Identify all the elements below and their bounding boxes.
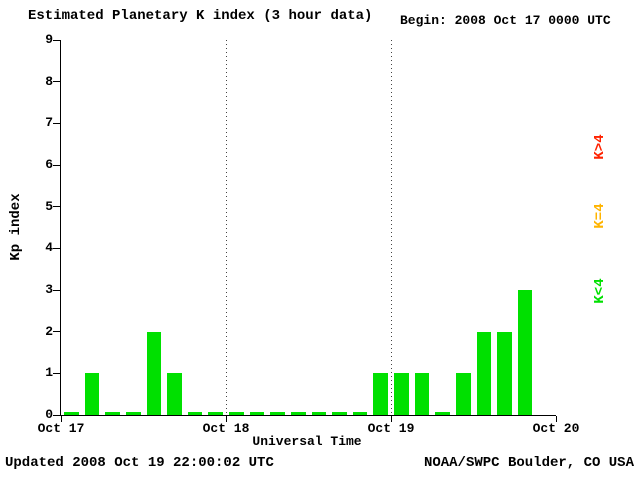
x-tick-mark [225, 416, 227, 422]
chart-title: Estimated Planetary K index (3 hour data… [28, 8, 373, 24]
y-tick-mark [53, 39, 60, 41]
y-tick-label: 0 [45, 407, 53, 422]
day-separator [390, 40, 392, 415]
kp-bar [311, 412, 327, 415]
kp-bar [105, 412, 120, 415]
updated-timestamp: Updated 2008 Oct 19 22:00:02 UTC [5, 455, 274, 471]
x-tick-label: Oct 18 [202, 421, 250, 436]
y-tick-label: 1 [45, 365, 53, 381]
y-tick-mark [53, 331, 60, 333]
kp-bar [332, 412, 347, 415]
y-tick-mark [53, 206, 60, 208]
y-tick-label: 8 [45, 73, 53, 89]
kp-bar [270, 412, 285, 415]
kp-bar [167, 373, 182, 415]
y-tick-label: 4 [45, 240, 53, 256]
kp-bar [146, 331, 162, 415]
day-separator [225, 40, 227, 415]
y-tick-mark [53, 164, 60, 166]
y-tick-mark [53, 122, 60, 124]
kp-bar [249, 412, 265, 415]
x-tick-mark [390, 416, 392, 422]
y-tick-mark [53, 372, 60, 374]
kp-bar [517, 290, 533, 415]
legend-k-gt-4: K>4 [592, 134, 608, 160]
kp-bar [125, 412, 141, 415]
credit-label: NOAA/SWPC Boulder, CO USA [423, 455, 634, 471]
kp-bar [414, 373, 430, 415]
y-tick-label: 7 [45, 115, 53, 131]
kp-bar [373, 373, 388, 415]
x-tick-label: Oct 19 [367, 421, 415, 436]
legend-k-eq-4: K=4 [592, 203, 608, 229]
x-tick-label: Oct 17 [37, 421, 85, 436]
kp-bar [208, 412, 223, 415]
y-tick-mark [53, 247, 60, 249]
y-tick-label: 2 [45, 323, 53, 339]
x-axis-label: Universal Time [252, 434, 362, 449]
x-tick-label: Oct 20 [532, 421, 580, 436]
kp-bar [84, 373, 100, 415]
begin-label: Begin: 2008 Oct 17 0000 UTC [400, 13, 611, 28]
y-tick-label: 9 [45, 32, 53, 47]
y-tick-mark [53, 289, 60, 291]
y-tick-mark [53, 414, 60, 416]
kp-bar [64, 412, 79, 415]
y-tick-label: 3 [45, 282, 53, 297]
plot-area: 0 1 2 3 4 5 6 7 8 9 Oct 17 Oct 18 Oct 19 Oct 20 [38, 32, 580, 436]
kp-bar [229, 412, 244, 415]
y-tick-label: 6 [45, 157, 53, 172]
x-tick-mark [555, 416, 557, 422]
kp-bar [455, 373, 471, 415]
y-axis-label: Kp index [8, 193, 24, 261]
kp-bar [290, 412, 306, 415]
kp-bar [394, 373, 409, 415]
kp-bar [435, 412, 450, 415]
y-tick-mark [53, 81, 60, 83]
x-tick-mark [60, 416, 62, 422]
kp-bar [352, 412, 368, 415]
kp-bar [497, 331, 512, 415]
kp-bar [476, 331, 492, 415]
legend-k-lt-4: K<4 [592, 278, 608, 304]
y-tick-label: 5 [45, 198, 53, 214]
kp-bar [187, 412, 203, 415]
